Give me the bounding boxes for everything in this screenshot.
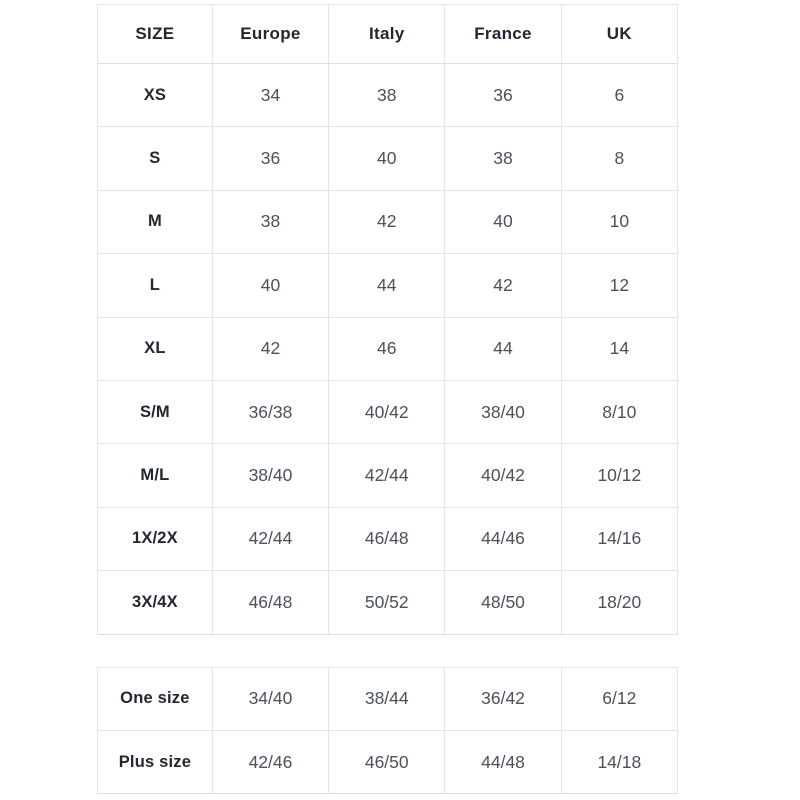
size-value-cell: 36/38 xyxy=(211,379,330,445)
table-row: XL 42 46 44 14 xyxy=(97,316,679,381)
size-value-cell: 36/42 xyxy=(444,666,562,731)
size-label-cell: L xyxy=(97,253,213,318)
size-conversion-table: SIZE Europe Italy France UK XS 34 38 36 6 S 36 40 38… xyxy=(97,4,679,635)
table-row: M/L 38/40 42/44 40/42 10/12 xyxy=(97,443,679,508)
size-value-cell: 8/10 xyxy=(560,379,679,445)
size-label-cell: S xyxy=(97,126,213,191)
size-value-cell: 42 xyxy=(328,189,446,255)
size-value-cell: 38 xyxy=(444,126,562,191)
size-value-cell: 46 xyxy=(328,316,446,381)
size-value-cell: 40 xyxy=(444,189,562,255)
header-cell: UK xyxy=(560,4,679,64)
size-label-cell: 3X/4X xyxy=(97,570,213,635)
size-value-cell: 34 xyxy=(211,62,330,128)
size-value-cell: 14 xyxy=(560,316,679,381)
size-value-cell: 10 xyxy=(560,189,679,255)
table-row: M 38 42 40 10 xyxy=(97,189,679,255)
header-cell: SIZE xyxy=(97,4,213,64)
size-label-cell: S/M xyxy=(97,379,213,445)
size-value-cell: 44/48 xyxy=(444,729,562,795)
size-value-cell: 40 xyxy=(328,126,446,191)
tables-divider-gap xyxy=(97,635,678,667)
size-value-cell: 36 xyxy=(444,62,562,128)
size-label-cell: Plus size xyxy=(97,729,213,795)
size-value-cell: 46/48 xyxy=(328,506,446,572)
size-label-cell: M xyxy=(97,189,213,255)
table-row: 1X/2X 42/44 46/48 44/46 14/16 xyxy=(97,506,679,572)
size-value-cell: 44 xyxy=(328,253,446,318)
size-value-cell: 8 xyxy=(560,126,679,191)
size-value-cell: 38 xyxy=(328,62,446,128)
size-label-cell: XL xyxy=(97,316,213,381)
size-value-cell: 46/48 xyxy=(211,570,330,635)
size-value-cell: 42 xyxy=(444,253,562,318)
table-row: XS 34 38 36 6 xyxy=(97,62,679,128)
size-table-body: XS 34 38 36 6 S 36 40 38 8 M 38 42 40 10 L 40 44 42 12 XL 42 4… xyxy=(97,62,679,635)
size-value-cell: 12 xyxy=(560,253,679,318)
table-row: S/M 36/38 40/42 38/40 8/10 xyxy=(97,379,679,445)
size-value-cell: 38/40 xyxy=(444,379,562,445)
size-value-cell: 46/50 xyxy=(328,729,446,795)
size-chart-section: SIZE Europe Italy France UK XS 34 38 36 6 S 36 40 38… xyxy=(97,4,679,795)
table-row: Plus size 42/46 46/50 44/48 14/18 xyxy=(97,729,679,795)
size-value-cell: 48/50 xyxy=(444,570,562,635)
size-value-cell: 42/44 xyxy=(211,506,330,572)
size-label-cell: XS xyxy=(97,62,213,128)
size-value-cell: 10/12 xyxy=(560,443,679,508)
header-cell: Italy xyxy=(328,4,446,64)
size-value-cell: 44 xyxy=(444,316,562,381)
size-value-cell: 40 xyxy=(211,253,330,318)
size-value-cell: 42/46 xyxy=(211,729,330,795)
header-cell: France xyxy=(444,4,562,64)
size-value-cell: 42 xyxy=(211,316,330,381)
size-value-cell: 14/18 xyxy=(560,729,679,795)
table-row: One size 34/40 38/44 36/42 6/12 xyxy=(97,666,679,731)
size-label-cell: 1X/2X xyxy=(97,506,213,572)
size-value-cell: 40/42 xyxy=(328,379,446,445)
size-value-cell: 6 xyxy=(560,62,679,128)
size-value-cell: 44/46 xyxy=(444,506,562,572)
size-label-cell: M/L xyxy=(97,443,213,508)
header-row: SIZE Europe Italy France UK xyxy=(97,4,679,64)
size-value-cell: 38 xyxy=(211,189,330,255)
special-sizes-table-body: One size 34/40 38/44 36/42 6/12 Plus size 42/4… xyxy=(97,666,679,795)
table-row: L 40 44 42 12 xyxy=(97,253,679,318)
size-value-cell: 40/42 xyxy=(444,443,562,508)
special-sizes-table: One size 34/40 38/44 36/42 6/12 Plus size 42/4… xyxy=(97,666,679,795)
size-value-cell: 18/20 xyxy=(560,570,679,635)
size-value-cell: 6/12 xyxy=(560,666,679,731)
size-value-cell: 38/40 xyxy=(211,443,330,508)
size-value-cell: 34/40 xyxy=(211,666,330,731)
size-value-cell: 42/44 xyxy=(328,443,446,508)
table-row: S 36 40 38 8 xyxy=(97,126,679,191)
size-table-header: SIZE Europe Italy France UK xyxy=(97,4,679,64)
size-value-cell: 36 xyxy=(211,126,330,191)
size-value-cell: 38/44 xyxy=(328,666,446,731)
size-label-cell: One size xyxy=(97,666,213,731)
size-value-cell: 50/52 xyxy=(328,570,446,635)
header-cell: Europe xyxy=(211,4,330,64)
size-value-cell: 14/16 xyxy=(560,506,679,572)
table-row: 3X/4X 46/48 50/52 48/50 18/20 xyxy=(97,570,679,635)
